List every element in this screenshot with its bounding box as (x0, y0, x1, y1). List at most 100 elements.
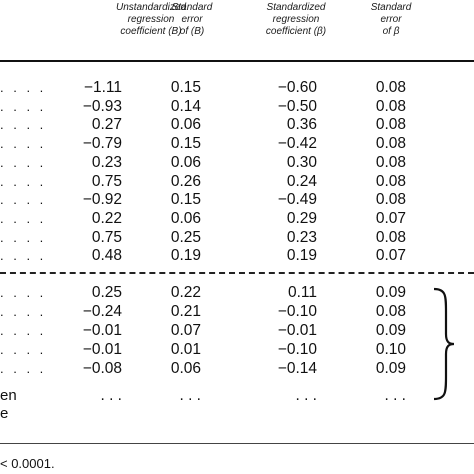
cell-b: 0.75 (91, 172, 122, 190)
right-brace (433, 287, 455, 401)
header-rule (0, 60, 474, 62)
cell-se-beta: 0.08 (375, 153, 406, 171)
row-leader: . . . . (0, 361, 47, 376)
cell-se-beta: 0.07 (375, 209, 406, 227)
row-leader: . . . . (0, 173, 47, 189)
cell-beta: 0.23 (286, 228, 317, 246)
cell-b: −0.08 (82, 360, 122, 377)
cell-b: −0.01 (82, 341, 122, 358)
row-leader: . . . . (0, 304, 47, 319)
row-stub: e (0, 405, 9, 422)
cell-beta: −0.10 (277, 303, 317, 320)
header-se-b: Standard error of (B) (162, 2, 222, 38)
cell-beta: 0.30 (286, 153, 317, 171)
table-row: . . . . −0.93 0.14 −0.50 0.08 (0, 97, 474, 116)
header-line: Unstandardized (115, 2, 187, 13)
cell-se-beta: 0.08 (375, 172, 406, 190)
cell-se-b: 0.19 (170, 247, 201, 265)
cell-se-b: 0.06 (170, 116, 201, 134)
cell-se-beta: 0.09 (375, 360, 406, 377)
table-row: . . . . −0.08 0.06 −0.14 0.09 (0, 359, 474, 378)
table-row: . . . . 0.22 0.06 0.29 0.07 (0, 209, 474, 228)
cell-beta: −0.60 (277, 79, 317, 96)
cell-se-b: 0.06 (170, 209, 201, 227)
cell-b: 0.25 (91, 284, 122, 301)
header-line: Standard (370, 2, 412, 13)
table-row-ellipsis: en . . . . . . . . . . . . (0, 386, 474, 405)
cell-se-b: 0.14 (170, 97, 201, 115)
header-line: error (181, 14, 203, 25)
cell-b: −0.79 (82, 135, 122, 153)
row-leader: . . . . (0, 154, 47, 170)
cell-b: 0.27 (91, 116, 122, 134)
header-line: Standardized (266, 2, 326, 13)
row-leader: . . . . (0, 192, 47, 208)
row-leader: . . . . (0, 285, 47, 300)
table-row: . . . . 0.48 0.19 0.19 0.07 (0, 246, 474, 265)
table-row: . . . . 0.23 0.06 0.30 0.08 (0, 153, 474, 172)
table-row: . . . . −1.11 0.15 −0.60 0.08 (0, 78, 474, 97)
cell-se-b: 0.07 (170, 322, 201, 339)
cell-se-beta: 0.09 (375, 284, 406, 301)
bottom-rule (0, 443, 474, 444)
cell-b: . . . (100, 387, 122, 404)
table-row-extra: e (0, 404, 474, 423)
cell-b: −0.24 (82, 303, 122, 320)
cell-se-b: 0.06 (170, 360, 201, 377)
cell-b: −0.01 (82, 322, 122, 339)
cell-se-b: 0.01 (170, 341, 201, 358)
cell-beta: −0.10 (277, 341, 317, 358)
cell-beta: −0.42 (277, 135, 317, 153)
footnote: < 0.0001. (0, 456, 55, 471)
cell-beta: 0.24 (286, 172, 317, 190)
table-row: . . . . −0.24 0.21 −0.10 0.08 (0, 302, 474, 321)
header-line: error (380, 14, 402, 25)
cell-b: 0.23 (91, 153, 122, 171)
cell-b: 0.75 (91, 228, 122, 246)
table-row: . . . . −0.01 0.01 −0.10 0.10 (0, 340, 474, 359)
cell-se-beta: 0.08 (375, 191, 406, 209)
cell-b: −1.11 (83, 79, 122, 96)
cell-se-beta: 0.08 (375, 116, 406, 134)
table-row: . . . . 0.75 0.25 0.23 0.08 (0, 228, 474, 247)
row-leader: . . . . (0, 210, 47, 226)
header-se-beta: Standard error of β (356, 2, 426, 38)
header-unstandardized-b: Unstandardized regression coefficient (B… (96, 2, 206, 38)
cell-se-beta: 0.08 (375, 79, 406, 96)
table-row: . . . . −0.79 0.15 −0.42 0.08 (0, 134, 474, 153)
row-leader: . . . . (0, 117, 47, 133)
cell-se-b: 0.15 (170, 135, 201, 153)
header-line: Standard (171, 2, 213, 13)
cell-se-beta: 0.07 (375, 247, 406, 265)
table-row: . . . . −0.01 0.07 −0.01 0.09 (0, 321, 474, 340)
cell-se-beta: 0.08 (375, 228, 406, 246)
row-leader: . . . . (0, 323, 47, 338)
row-leader: . . . . (0, 342, 47, 357)
cell-se-b: 0.25 (170, 228, 201, 246)
header-line: of (B) (179, 26, 205, 37)
cell-se-b: 0.22 (170, 284, 201, 301)
header-line: coefficient (B) (120, 26, 182, 37)
cell-se-b: . . . (179, 387, 201, 404)
cell-se-beta: 0.10 (375, 341, 406, 358)
cell-se-beta: 0.08 (375, 97, 406, 115)
cell-beta: −0.50 (277, 97, 317, 115)
row-leader: . . . . (0, 229, 47, 245)
header-line: regression (127, 14, 175, 25)
cell-b: −0.93 (82, 97, 122, 115)
cell-se-beta: 0.08 (375, 135, 406, 153)
cell-beta: −0.14 (277, 360, 317, 377)
cell-beta: . . . (295, 387, 317, 404)
cell-beta: 0.36 (286, 116, 317, 134)
row-leader: . . . . (0, 80, 47, 95)
cell-se-beta: . . . (384, 387, 406, 404)
header-line: regression (272, 14, 320, 25)
cell-beta: 0.11 (287, 284, 317, 301)
header-line: of β (382, 26, 400, 37)
cell-beta: −0.49 (277, 191, 317, 209)
cell-se-b: 0.21 (170, 303, 201, 320)
row-leader: . . . . (0, 136, 47, 152)
row-leader: . . . . (0, 248, 47, 264)
cell-b: 0.22 (91, 209, 122, 227)
table-row: . . . . −0.92 0.15 −0.49 0.08 (0, 190, 474, 209)
